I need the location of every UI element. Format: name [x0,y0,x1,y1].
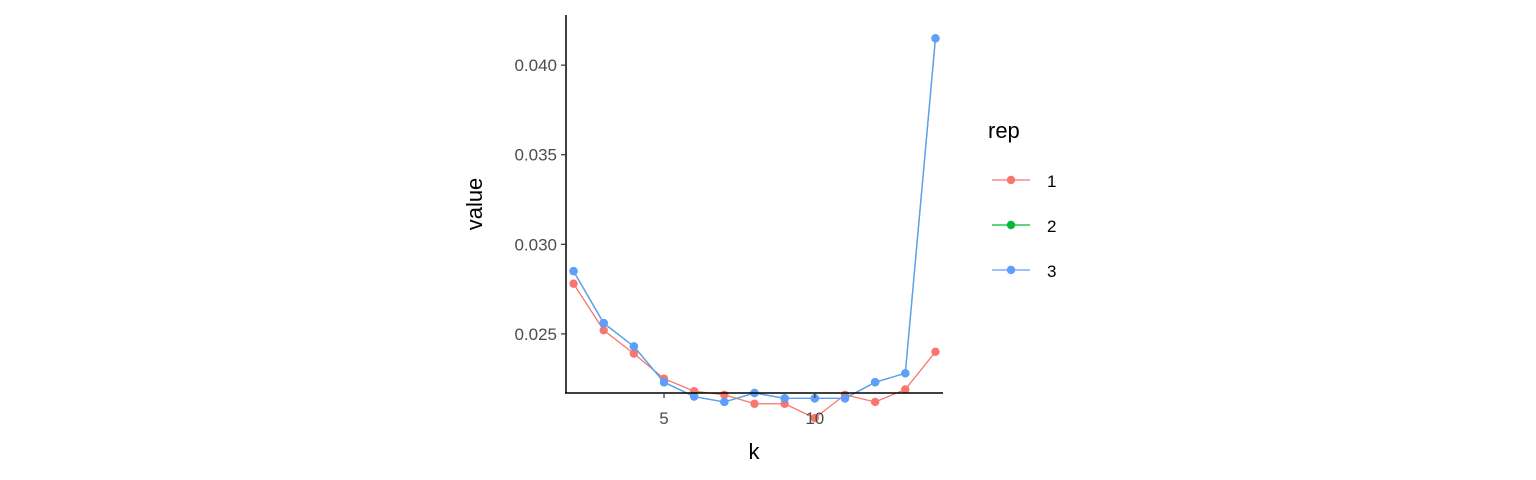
series-line [572,38,937,403]
data-point [599,326,608,335]
legend-items: 1 2 3 [992,172,1056,281]
data-point [931,347,940,356]
data-point [901,369,910,378]
data-point [659,378,669,387]
data-point [569,279,578,288]
series-2 [569,34,940,407]
data-point [901,385,910,394]
y-tick-label: 0.035 [514,146,557,165]
data-point [931,34,940,43]
data-point [810,413,820,423]
legend-key-point [1006,220,1016,230]
y-tick-label: 0.025 [514,325,557,344]
y-axis-title: value [462,178,487,231]
y-axis-ticks: 0.025 0.030 0.035 0.040 [514,56,566,344]
series-line [572,38,937,403]
y-tick-label: 0.030 [514,235,557,254]
data-point [720,390,729,399]
legend-label: 3 [1047,262,1056,281]
data-point [689,392,699,401]
data-point [599,318,608,328]
data-point [569,266,578,276]
data-point [810,394,820,403]
data-point [629,342,639,351]
series-layer [569,34,940,423]
legend-item-3: 3 [992,262,1056,281]
legend-item-2: 2 [992,217,1056,236]
data-point [840,394,850,403]
legend: rep 1 2 3 [988,118,1056,281]
data-point [750,399,759,408]
series-1 [569,279,940,423]
x-axis-ticks: 5 10 [659,393,824,428]
x-tick-label: 5 [659,409,668,428]
legend-key-point [1006,175,1016,185]
data-point [780,394,789,403]
data-point [629,349,639,358]
x-axis-title: k [749,439,761,464]
legend-label: 2 [1047,217,1056,236]
data-point [870,397,880,407]
legend-key-point [1006,265,1016,275]
legend-title: rep [988,118,1020,143]
data-point [870,378,880,387]
x-tick-label: 10 [805,409,824,428]
legend-item-1: 1 [992,172,1056,191]
data-point [720,397,729,407]
series-line [572,283,936,419]
y-tick-label: 0.040 [514,56,557,75]
legend-label: 1 [1047,172,1056,191]
series-3 [569,34,940,407]
